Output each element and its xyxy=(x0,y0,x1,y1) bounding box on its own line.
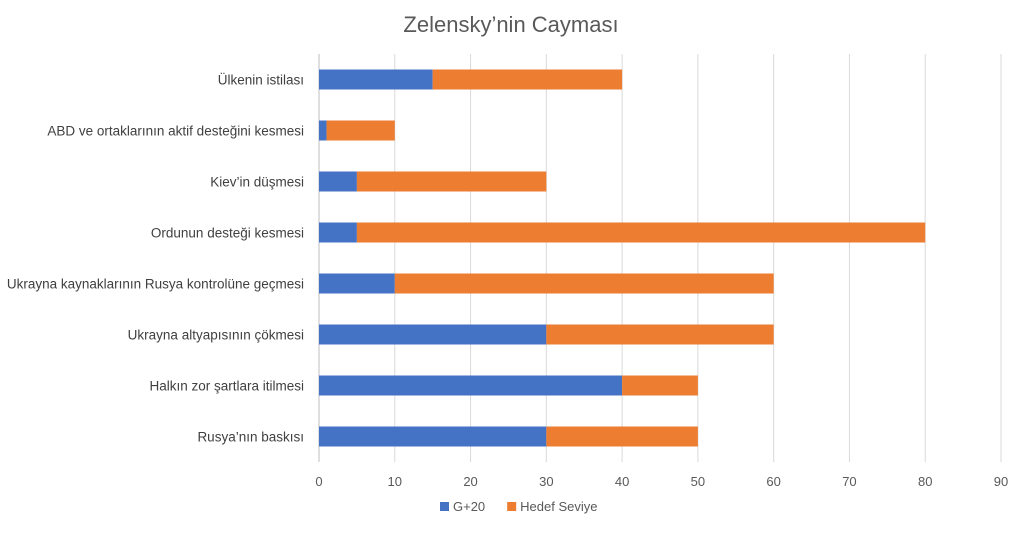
bar-segment xyxy=(319,69,433,90)
category-label: Ülkenin istilası xyxy=(218,73,304,88)
legend-swatch xyxy=(507,502,517,511)
x-tick-label: 10 xyxy=(388,474,402,489)
category-label: Ukrayna kaynaklarının Rusya kontrolüne g… xyxy=(7,277,304,292)
legend-label: G+20 xyxy=(453,499,485,514)
legend-swatch xyxy=(440,502,449,511)
bar-segment xyxy=(319,222,357,243)
bar-segment xyxy=(319,120,327,141)
x-tick-label: 70 xyxy=(842,474,856,489)
x-tick-label: 50 xyxy=(691,474,705,489)
bar-segment xyxy=(394,273,774,294)
x-tick-label: 30 xyxy=(539,474,553,489)
gridlines xyxy=(318,54,1002,462)
legend: G+20 Hedef Seviye xyxy=(440,499,598,514)
x-tick-label: 80 xyxy=(918,474,932,489)
bar-segment xyxy=(432,69,623,90)
bar-segment xyxy=(319,426,547,447)
bars xyxy=(319,69,926,447)
legend-label: Hedef Seviye xyxy=(520,499,597,514)
bar-segment xyxy=(326,120,395,141)
category-label: Kiev’in düşmesi xyxy=(210,175,304,190)
bar-segment xyxy=(319,171,357,192)
category-label: Ordunun desteği kesmesi xyxy=(151,226,304,241)
bar-segment xyxy=(546,426,698,447)
bar-segment xyxy=(319,273,395,294)
bar-segment xyxy=(356,222,926,243)
bar-segment xyxy=(622,375,698,396)
x-tick-label: 0 xyxy=(315,474,322,489)
category-label: Ukrayna altyapısının çökmesi xyxy=(128,328,304,343)
x-tick-label: 90 xyxy=(994,474,1008,489)
bar-segment xyxy=(546,324,774,345)
chart-title: Zelensky’nin Cayması xyxy=(403,12,618,37)
x-tick-label: 40 xyxy=(615,474,629,489)
bar-segment xyxy=(319,375,623,396)
category-labels: Ülkenin istilası ABD ve ortaklarının akti… xyxy=(7,73,304,445)
category-label: Rusya’nın baskısı xyxy=(197,430,304,445)
category-label: ABD ve ortaklarının aktif desteğini kesm… xyxy=(47,124,304,139)
bar-segment xyxy=(356,171,547,192)
category-label: Halkın zor şartlara itilmesi xyxy=(149,379,304,394)
x-tick-labels: 0 10 20 30 40 50 60 70 80 90 xyxy=(315,474,1008,489)
x-tick-label: 60 xyxy=(766,474,780,489)
x-tick-label: 20 xyxy=(463,474,477,489)
bar-segment xyxy=(319,324,547,345)
